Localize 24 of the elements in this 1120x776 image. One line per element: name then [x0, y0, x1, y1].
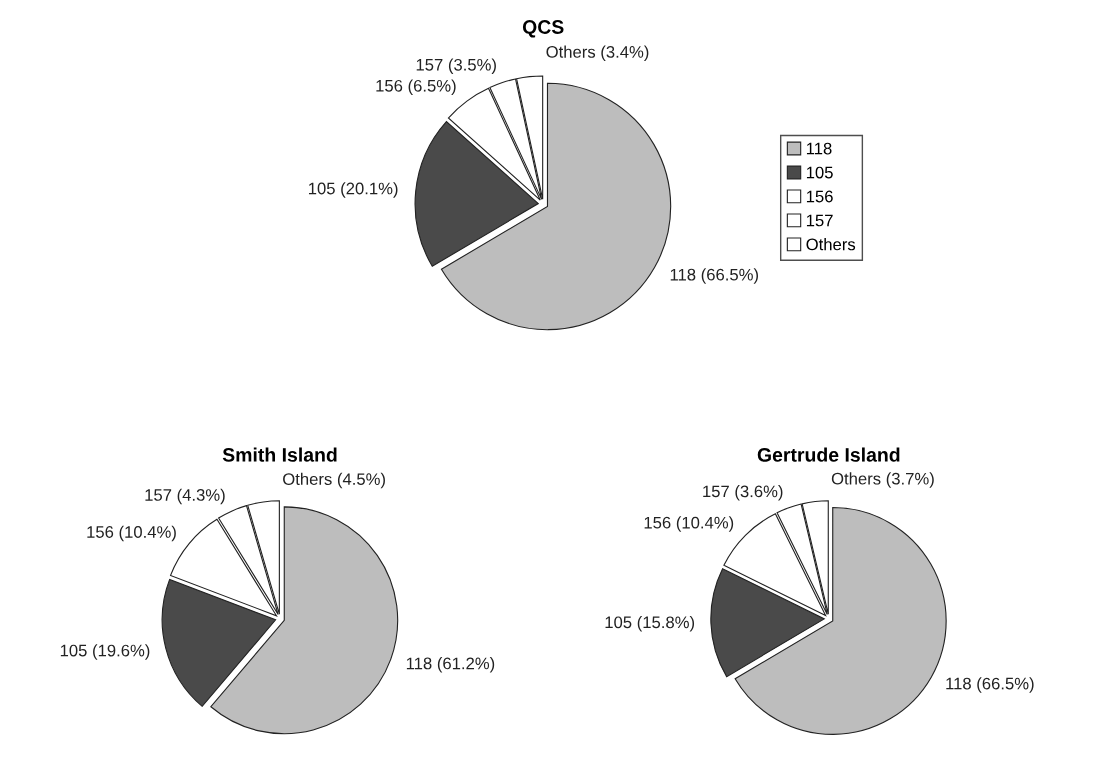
legend-label: Others [806, 238, 856, 251]
legend-label: 118 [806, 142, 832, 155]
data-label: 118 (66.5%) [670, 268, 759, 284]
data-label: 105 (15.8%) [605, 615, 695, 632]
data-label: Others (3.7%) [831, 472, 934, 488]
data-label: 156 (10.4%) [87, 525, 176, 542]
data-label: 105 (20.1%) [308, 182, 398, 198]
data-label: 105 (19.6%) [60, 644, 150, 660]
legend-label: 157 [806, 214, 833, 227]
data-label: 157 (3.5%) [416, 58, 496, 74]
pie-slice [161, 578, 277, 707]
data-label: 118 (61.2%) [406, 657, 495, 673]
data-label: Others (4.5%) [283, 472, 385, 489]
data-label: 156 (6.5%) [376, 79, 456, 95]
legend-label: 156 [806, 190, 833, 203]
legend-label: 105 [806, 166, 833, 179]
data-label: 156 (10.4%) [644, 516, 734, 532]
data-label: Others (3.4%) [546, 45, 649, 62]
data-label: 118 (66.5%) [946, 677, 1034, 693]
data-label: 157 (3.6%) [703, 485, 783, 501]
chart-title: Smith Island [222, 447, 337, 462]
chart-title: QCS [522, 20, 564, 38]
data-label: 157 (4.3%) [145, 488, 225, 505]
chart-title: Gertrude Island [757, 447, 900, 462]
